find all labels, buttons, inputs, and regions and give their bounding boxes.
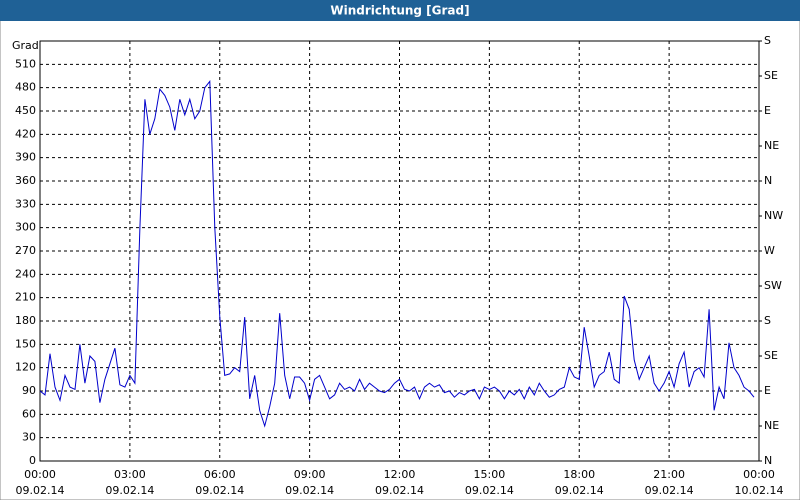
y-tick-label: 240 [15,267,36,280]
x-tick-date: 09.02.14 [555,484,604,497]
y2-tick-label: E [764,104,771,117]
y-tick-label: 90 [22,384,36,397]
x-tick-date: 09.02.14 [645,484,694,497]
y-tick-label: 480 [15,81,36,94]
x-tick-date: 09.02.14 [105,484,154,497]
y-tick-label: 360 [15,174,36,187]
x-tick-date: 10.02.14 [735,484,784,497]
y-tick-label: 180 [15,314,36,327]
y-tick-label: 510 [15,57,36,70]
x-tick-label: 06:00 [204,468,236,481]
x-tick-date: 09.02.14 [375,484,424,497]
y2-tick-label: S [764,314,771,327]
x-tick-date: 09.02.14 [285,484,334,497]
y-tick-label: 60 [22,407,36,420]
x-tick-label: 15:00 [474,468,506,481]
y2-tick-label: NE [764,419,779,432]
y2-tick-label: NW [764,209,783,222]
x-tick-label: 00:00 [743,468,775,481]
y-tick-label: 0 [29,454,36,467]
y-tick-label: 420 [15,127,36,140]
y-tick-label: 330 [15,197,36,210]
x-tick-label: 00:00 [24,468,56,481]
y-tick-label: 450 [15,104,36,117]
x-tick-label: 12:00 [384,468,416,481]
y2-tick-label: SW [764,279,782,292]
x-tick-label: 03:00 [114,468,146,481]
y2-tick-label: E [764,384,771,397]
y-tick-label: 30 [22,431,36,444]
y-tick-label: 120 [15,361,36,374]
plot-border [39,40,760,462]
x-tick-label: 21:00 [653,468,685,481]
y-tick-label: 390 [15,151,36,164]
y-tick-label: 150 [15,337,36,350]
x-tick-label: 09:00 [294,468,326,481]
chart-title: Windrichtung [Grad] [330,4,469,18]
data-line [39,80,755,428]
y2-tick-label: N [764,174,772,187]
x-tick-date: 09.02.14 [16,484,65,497]
y-tick-label: 210 [15,291,36,304]
y2-tick-label: NE [764,139,779,152]
x-tick-date: 09.02.14 [465,484,514,497]
y2-tick-label: N [764,454,772,467]
y-tick-label: 270 [15,244,36,257]
title-bar [0,0,800,21]
y2-tick-label: SE [764,349,778,362]
y2-tick-label: SE [764,69,778,82]
y-axis-label: Grad [12,39,39,52]
y2-tick-label: S [764,34,771,47]
y2-tick-label: W [764,244,775,257]
x-tick-label: 18:00 [563,468,595,481]
y-tick-label: 300 [15,221,36,234]
x-tick-date: 09.02.14 [195,484,244,497]
